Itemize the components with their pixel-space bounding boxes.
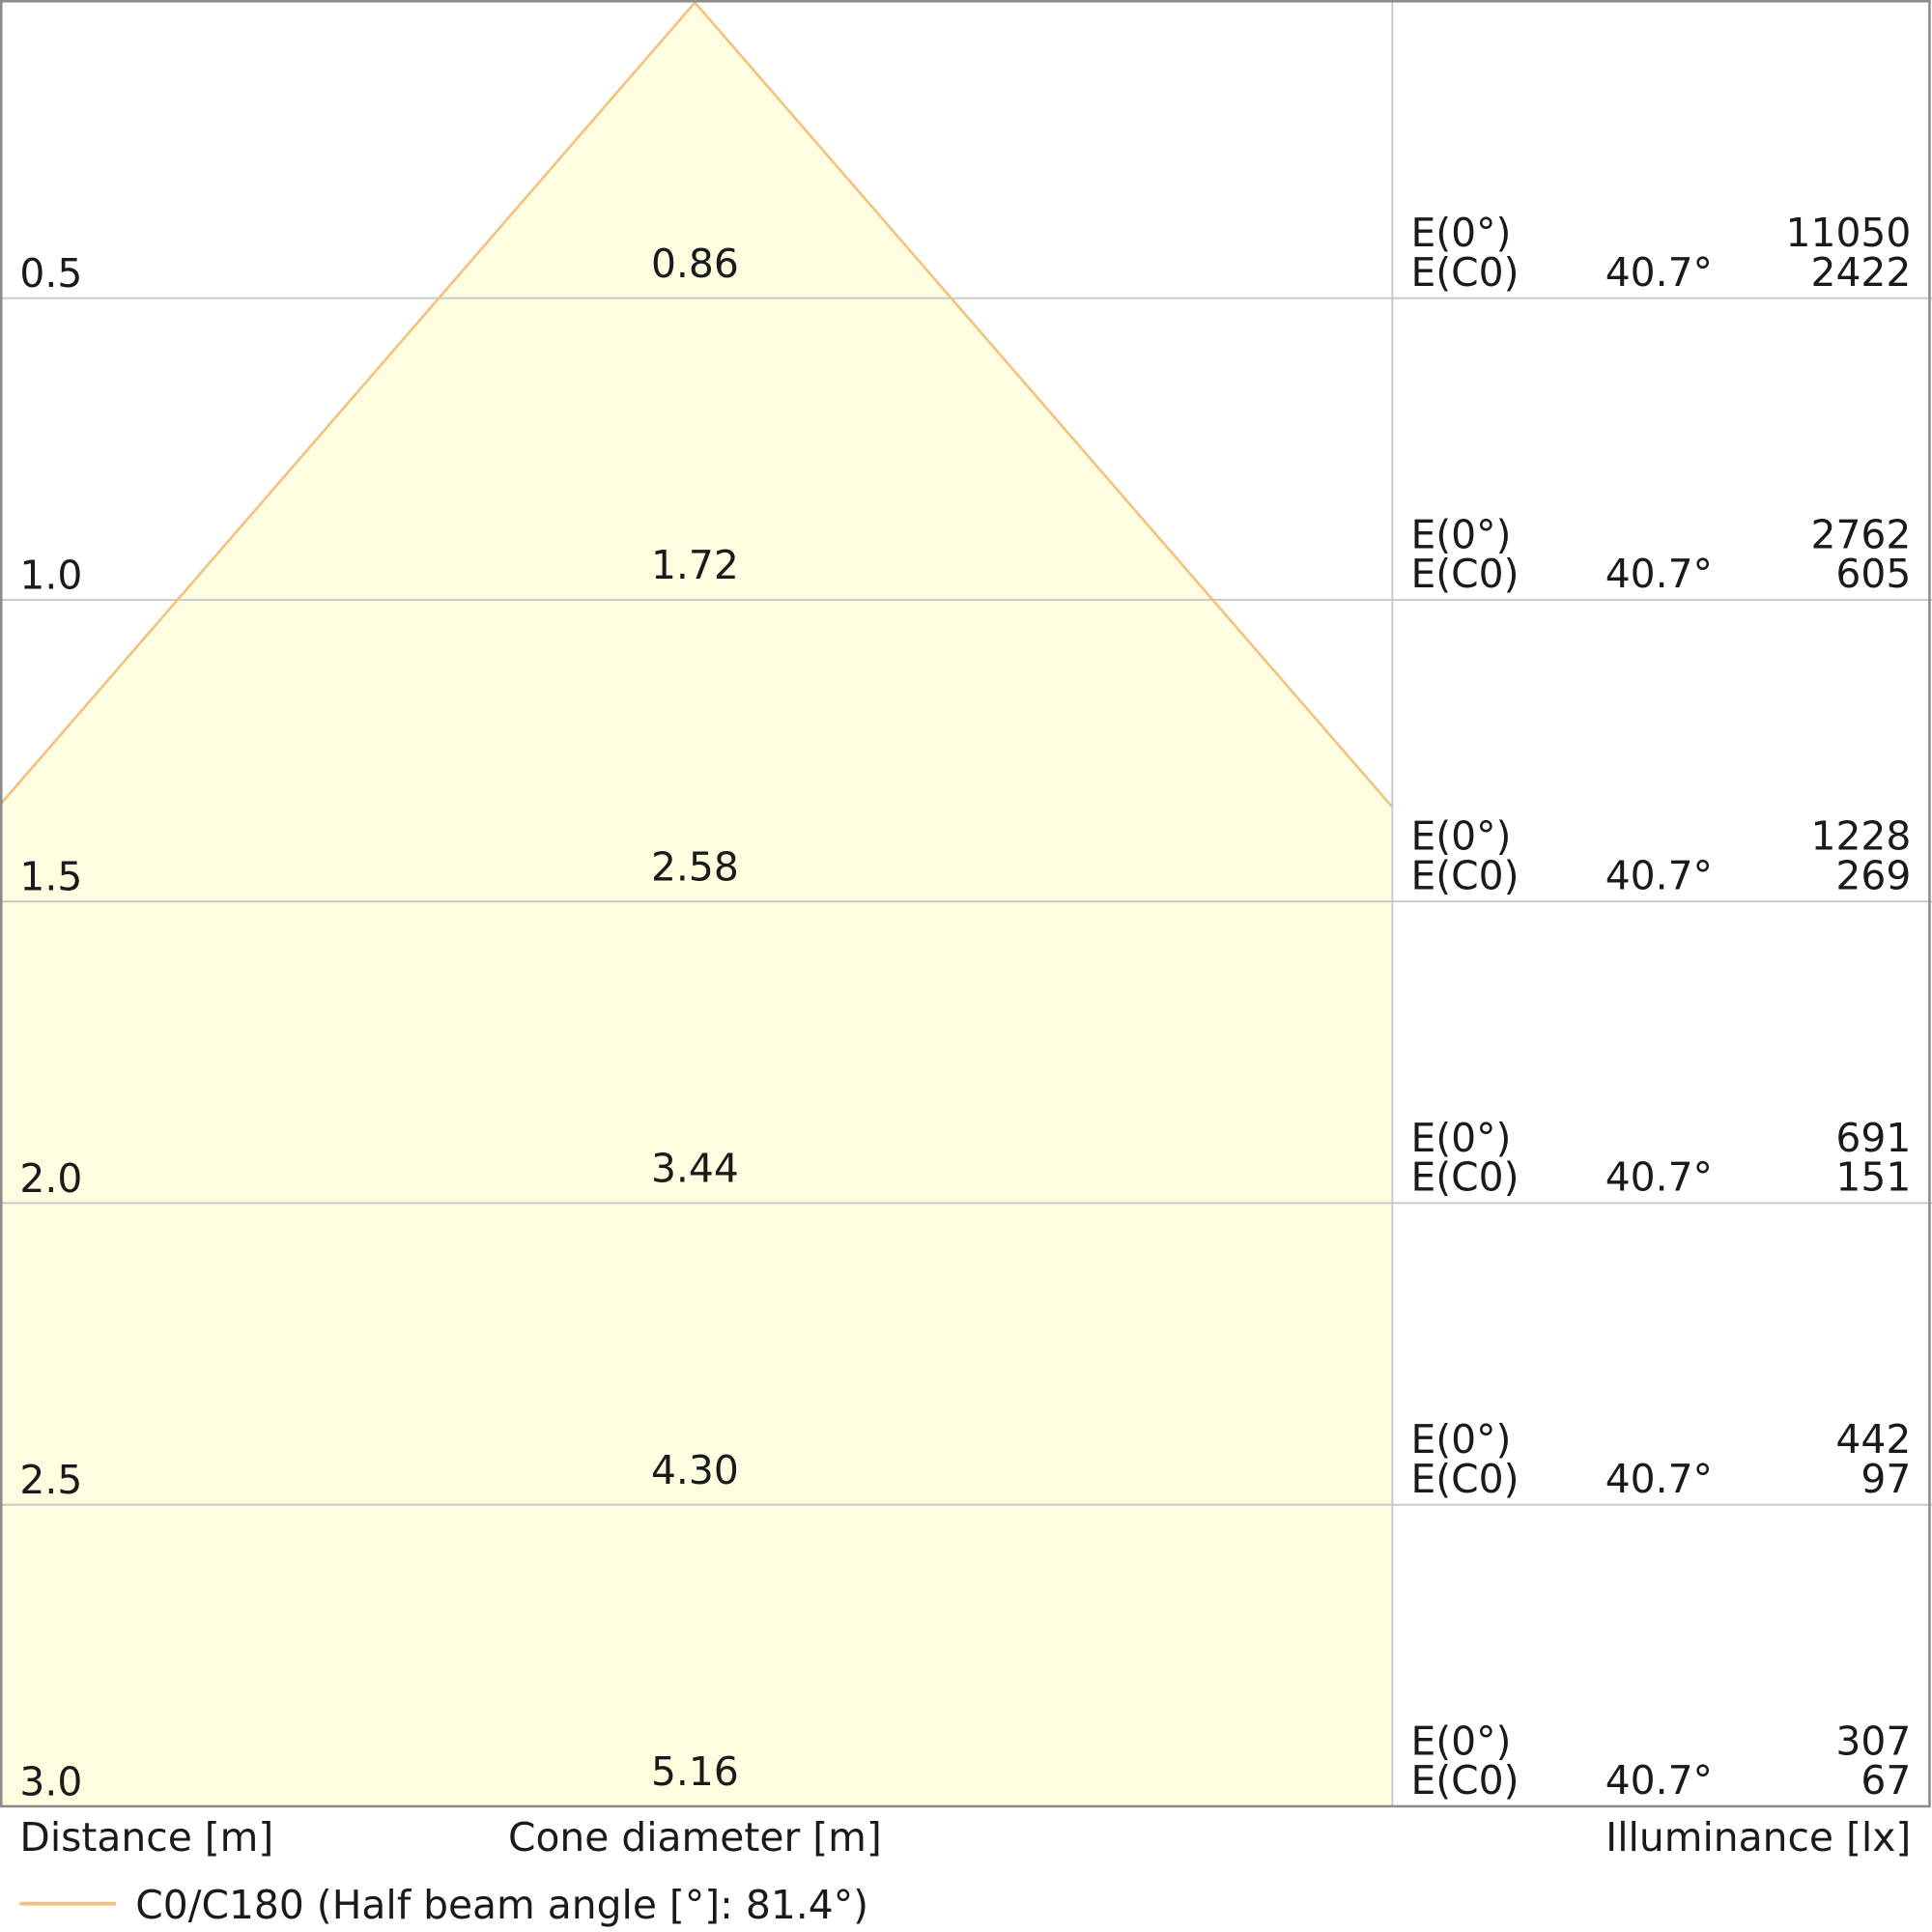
ec0-label: E(C0) [1410,1757,1519,1804]
cone-diameter: 1.72 [651,542,739,588]
e0-label: E(0°) [1410,210,1511,256]
ec0-value: 151 [1835,1154,1911,1201]
ec0-label: E(C0) [1410,249,1519,296]
e0-label: E(0°) [1410,1115,1511,1161]
e0-value: 691 [1835,1115,1911,1161]
cone-diameter: 5.16 [651,1748,739,1795]
e0-label: E(0°) [1410,813,1511,860]
e0-value: 1228 [1810,813,1911,860]
legend-label: C0/C180 (Half beam angle [°]: 81.4°) [135,1882,868,1928]
ec0-label: E(C0) [1410,1154,1519,1201]
angle: 40.7° [1605,1154,1713,1201]
ec0-value: 97 [1861,1456,1911,1502]
cone-diameter: 4.30 [651,1447,739,1493]
angle: 40.7° [1605,852,1713,898]
ec0-label: E(C0) [1410,551,1519,597]
ec0-value: 605 [1835,551,1911,597]
e0-label: E(0°) [1410,1718,1511,1764]
ec0-label: E(C0) [1410,1456,1519,1502]
grid [0,297,1932,1506]
distance-label: 1.0 [19,552,82,598]
ec0-value: 2422 [1810,249,1911,296]
diameter-axis-label: Cone diameter [m] [508,1814,882,1861]
illuminance-axis-label: Illuminance [lx] [1605,1814,1911,1861]
e0-value: 307 [1835,1718,1911,1764]
angle: 40.7° [1605,551,1713,597]
distance-label: 2.0 [19,1155,82,1202]
distance-label: 1.5 [19,854,82,900]
angle: 40.7° [1605,1456,1713,1502]
distance-label: 0.5 [19,250,82,297]
e0-value: 442 [1835,1416,1911,1463]
ec0-label: E(C0) [1410,852,1519,898]
distance-label: 2.5 [19,1457,82,1503]
e0-value: 2762 [1810,511,1911,557]
distance-axis-label: Distance [m] [19,1814,273,1861]
cone-diameter: 2.58 [651,843,739,890]
ec0-value: 269 [1835,852,1911,898]
ec0-value: 67 [1861,1757,1911,1804]
angle: 40.7° [1605,249,1713,296]
distance-label: 3.0 [19,1758,82,1804]
cone-area [1,2,1393,1806]
e0-label: E(0°) [1410,511,1511,557]
e0-value: 11050 [1786,210,1912,256]
angle: 40.7° [1605,1757,1713,1804]
cone-diameter: 0.86 [651,241,739,287]
cone-diameter: 3.44 [651,1146,739,1192]
e0-label: E(0°) [1410,1416,1511,1463]
frame [0,0,1931,1808]
